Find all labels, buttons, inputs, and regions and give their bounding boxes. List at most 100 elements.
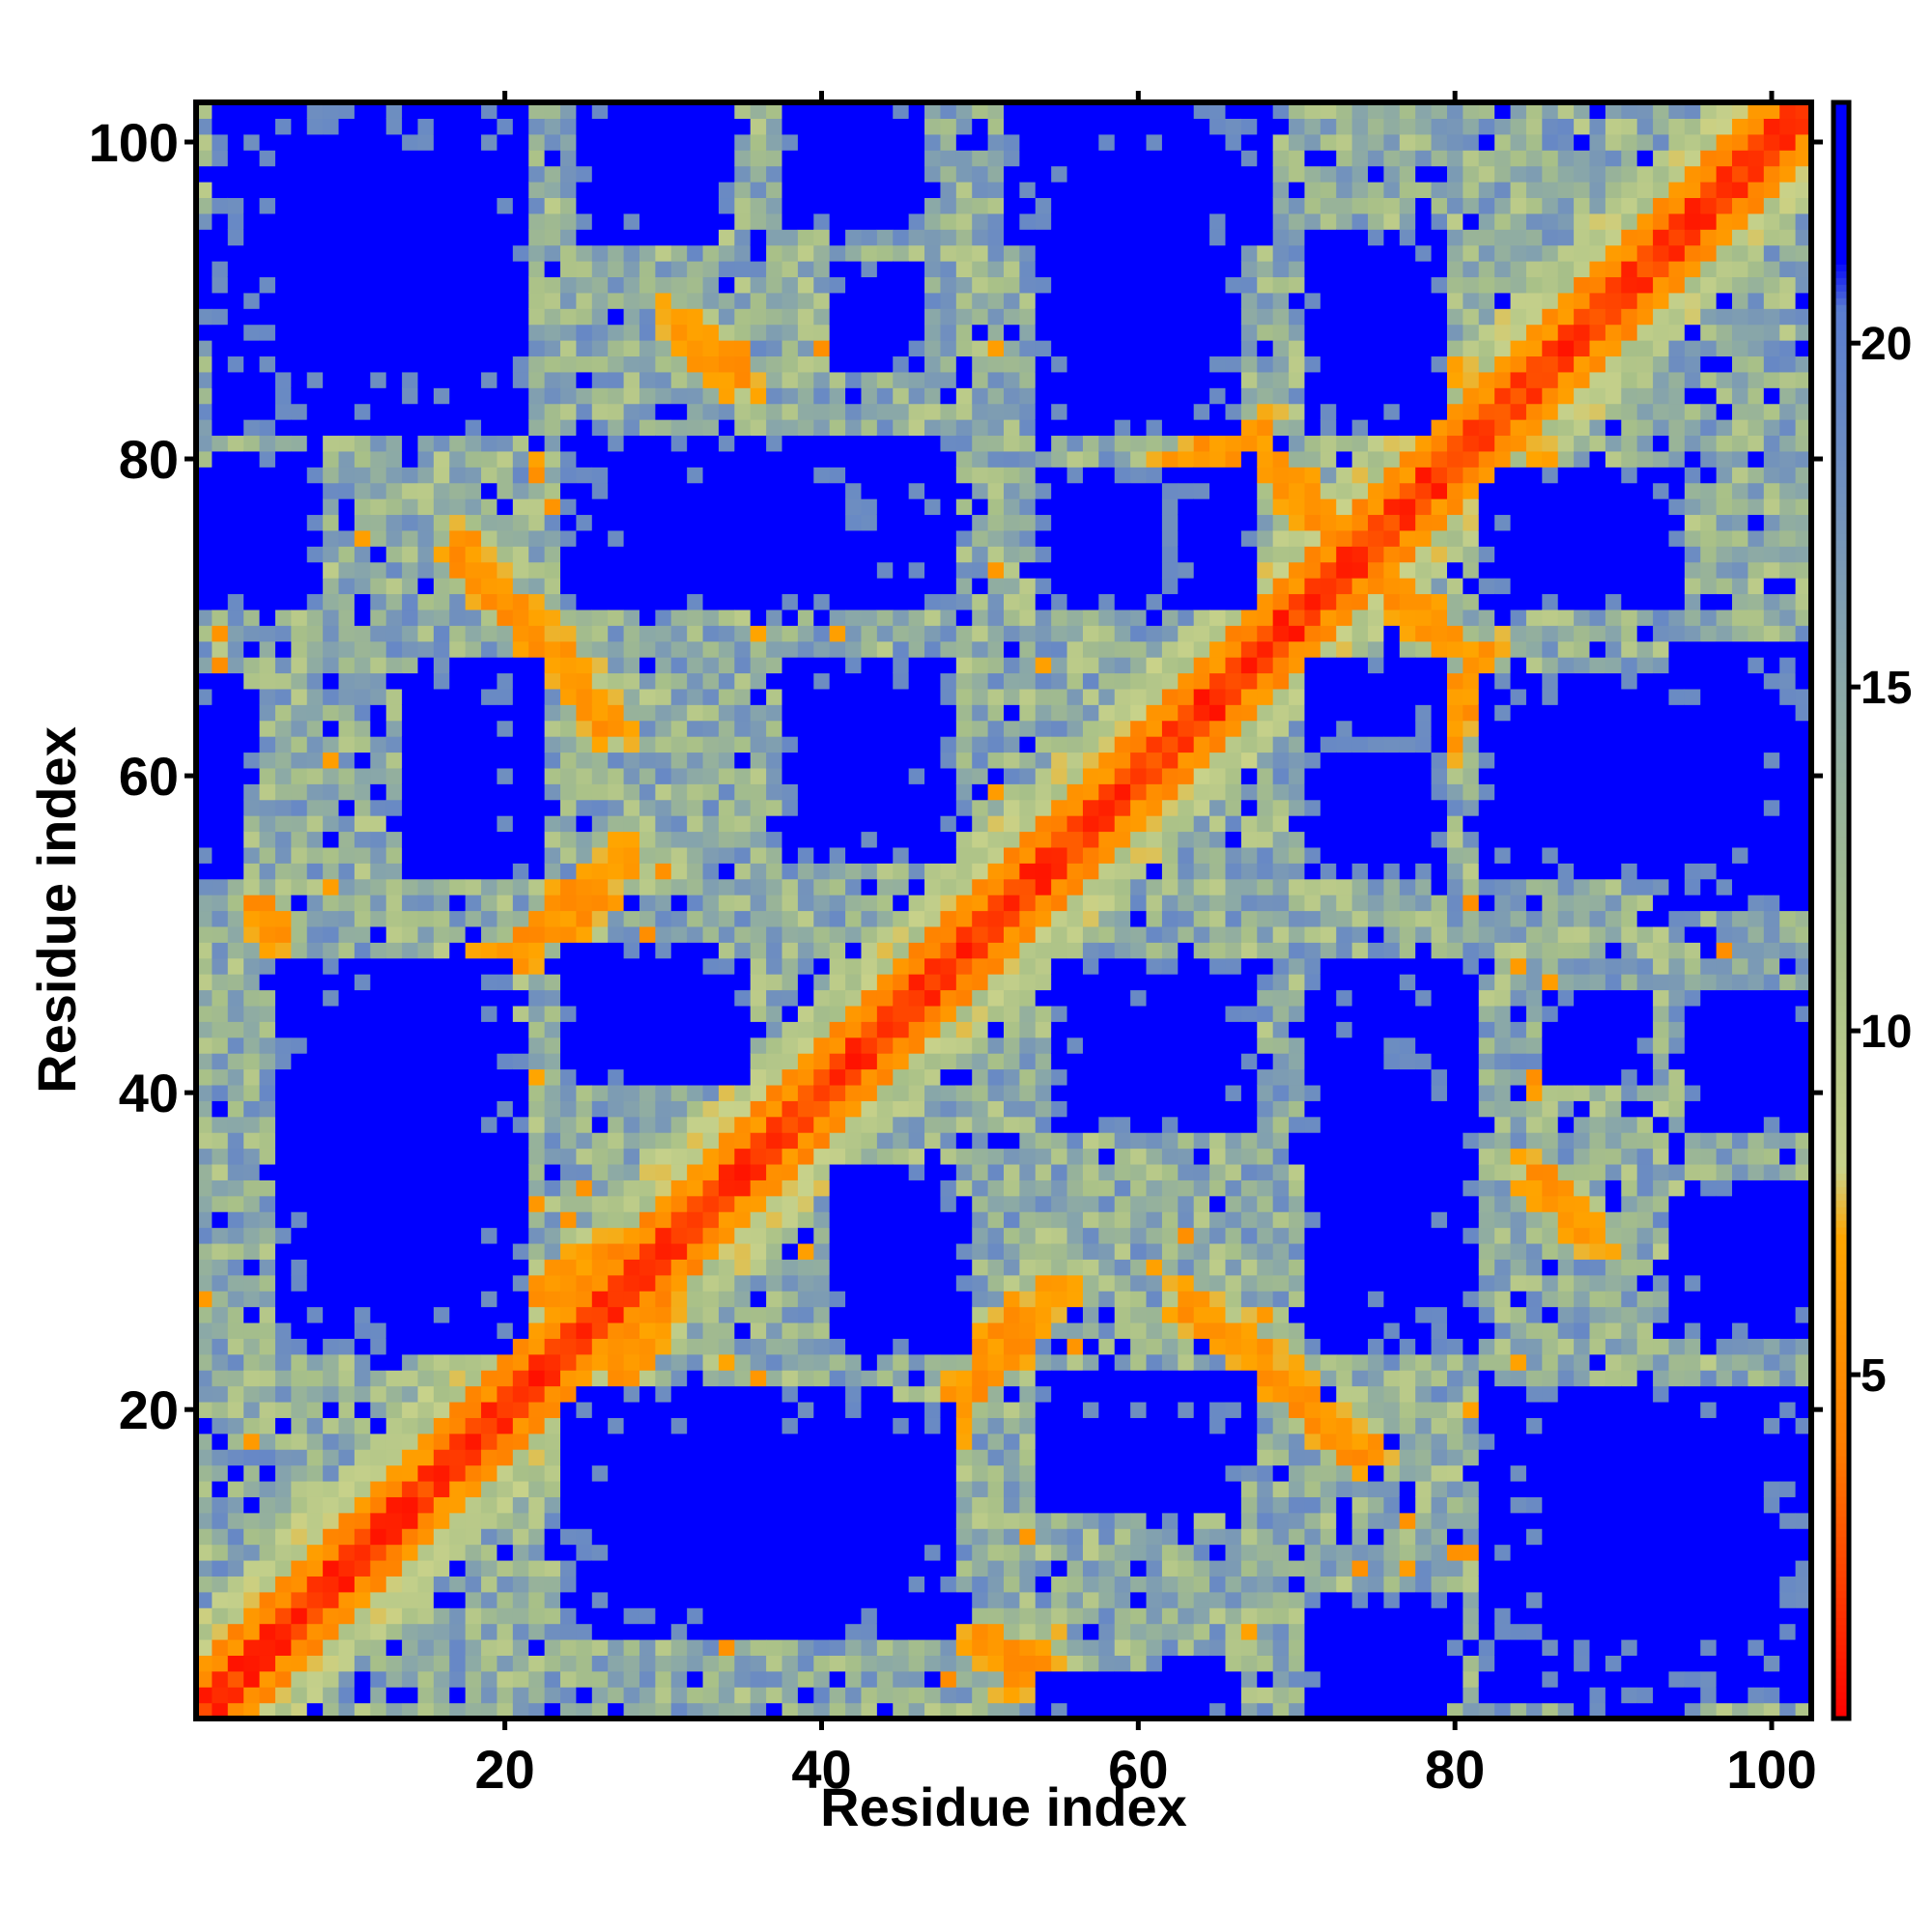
- heatmap-cell: [560, 1449, 578, 1466]
- heatmap-cell: [560, 546, 578, 563]
- heatmap-cell: [497, 1385, 514, 1403]
- heatmap-cell: [370, 498, 387, 516]
- heatmap-cell: [449, 529, 467, 547]
- heatmap-cell: [433, 1132, 450, 1150]
- heatmap-cell: [291, 1163, 308, 1180]
- heatmap-cell: [465, 799, 482, 816]
- heatmap-cell: [385, 1638, 403, 1656]
- heatmap-cell: [196, 640, 213, 658]
- heatmap-cell: [766, 276, 783, 294]
- heatmap-cell: [655, 799, 672, 816]
- heatmap-cell: [497, 1370, 514, 1387]
- heatmap-cell: [924, 815, 942, 833]
- heatmap-cell: [940, 1259, 957, 1276]
- heatmap-cell: [370, 1496, 387, 1514]
- heatmap-cell: [370, 450, 387, 468]
- heatmap-cell: [955, 942, 973, 959]
- heatmap-cell: [845, 1338, 863, 1355]
- heatmap-cell: [702, 213, 720, 230]
- heatmap-cell: [608, 1259, 625, 1276]
- heatmap-cell: [385, 1353, 403, 1371]
- heatmap-cell: [718, 1259, 735, 1276]
- heatmap-cell: [718, 1385, 735, 1403]
- heatmap-cell: [718, 1687, 735, 1704]
- heatmap-cell: [338, 467, 355, 484]
- heatmap-cell: [797, 895, 814, 912]
- heatmap-cell: [259, 704, 276, 722]
- heatmap-cell: [670, 1370, 688, 1387]
- heatmap-cell: [781, 1576, 799, 1593]
- heatmap-cell: [750, 736, 767, 753]
- heatmap-cell: [354, 1132, 371, 1150]
- heatmap-cell: [655, 1559, 672, 1577]
- heatmap-cell: [354, 165, 371, 183]
- heatmap-cell: [449, 593, 467, 611]
- heatmap-cell: [876, 561, 894, 579]
- heatmap-cell: [512, 1132, 529, 1150]
- heatmap-cell: [196, 942, 213, 959]
- heatmap-cell: [623, 1353, 640, 1371]
- heatmap-cell: [893, 1576, 910, 1593]
- heatmap-cell: [560, 514, 578, 531]
- heatmap-cell: [766, 371, 783, 388]
- heatmap-cell: [766, 261, 783, 278]
- heatmap-cell: [734, 1607, 752, 1625]
- heatmap-cell: [370, 1385, 387, 1403]
- heatmap-cell: [243, 593, 261, 611]
- heatmap-cell: [433, 593, 450, 611]
- heatmap-cell: [465, 529, 482, 547]
- heatmap-cell: [481, 1655, 498, 1672]
- heatmap-cell: [608, 736, 625, 753]
- heatmap-cell: [465, 989, 482, 1007]
- heatmap-cell: [497, 1132, 514, 1150]
- heatmap-cell: [560, 957, 578, 975]
- heatmap-cell: [750, 625, 767, 642]
- heatmap-cell: [354, 118, 371, 135]
- heatmap-cell: [576, 1021, 593, 1038]
- heatmap-cell: [623, 1464, 640, 1482]
- heatmap-cell: [797, 1037, 814, 1054]
- heatmap-cell: [955, 831, 973, 848]
- heatmap-cell: [528, 1179, 546, 1197]
- heatmap-cell: [306, 1306, 324, 1323]
- heatmap-cell: [861, 182, 878, 199]
- heatmap-cell: [591, 529, 609, 547]
- heatmap-cell: [433, 450, 450, 468]
- heatmap-cell: [766, 1148, 783, 1165]
- heatmap-cell: [433, 340, 450, 357]
- heatmap-cell: [670, 403, 688, 420]
- heatmap-cell: [639, 1370, 656, 1387]
- heatmap-cell: [481, 799, 498, 816]
- heatmap-cell: [212, 625, 229, 642]
- heatmap-cell: [417, 688, 435, 705]
- heatmap-cell: [227, 276, 244, 294]
- heatmap-cell: [497, 1464, 514, 1482]
- heatmap-cell: [608, 118, 625, 135]
- heatmap-cell: [354, 371, 371, 388]
- heatmap-cell: [370, 1068, 387, 1086]
- heatmap-cell: [861, 1512, 878, 1529]
- heatmap-cell: [940, 213, 957, 230]
- heatmap-cell: [196, 1084, 213, 1101]
- heatmap-cell: [465, 1100, 482, 1118]
- heatmap-cell: [544, 1401, 561, 1418]
- heatmap-cell: [354, 1259, 371, 1276]
- heatmap-cell: [417, 1195, 435, 1212]
- heatmap-cell: [274, 419, 292, 437]
- heatmap-cell: [370, 435, 387, 452]
- heatmap-cell: [734, 1623, 752, 1640]
- heatmap-cell: [274, 403, 292, 420]
- heatmap-cell: [781, 467, 799, 484]
- heatmap-cell: [544, 657, 561, 674]
- heatmap-cell: [528, 688, 546, 705]
- heatmap-cell: [323, 974, 340, 991]
- heatmap-cell: [243, 419, 261, 437]
- heatmap-cell: [417, 783, 435, 801]
- heatmap-cell: [528, 1227, 546, 1244]
- heatmap-cell: [497, 974, 514, 991]
- heatmap-cell: [845, 1353, 863, 1371]
- heatmap-cell: [259, 355, 276, 373]
- heatmap-cell: [465, 467, 482, 484]
- heatmap-cell: [591, 308, 609, 326]
